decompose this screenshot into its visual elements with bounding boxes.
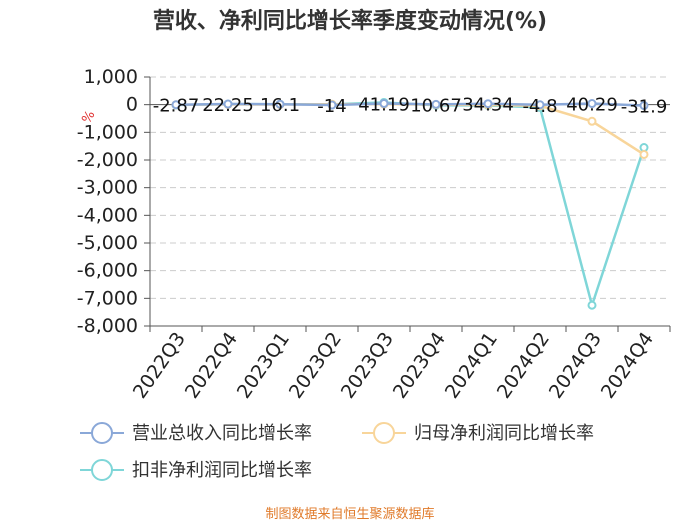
series-line bbox=[175, 101, 646, 310]
data-point bbox=[431, 99, 441, 109]
data-point bbox=[587, 116, 597, 126]
x-tick-label: 2024Q3 bbox=[545, 328, 606, 402]
y-tick-label: -3,000 bbox=[77, 177, 138, 199]
data-label: 40.29 bbox=[566, 95, 618, 116]
legend-swatch-marker bbox=[91, 459, 113, 481]
data-label: -4.8 bbox=[522, 96, 557, 117]
y-tick-label: -6,000 bbox=[77, 260, 138, 282]
legend-swatch-marker bbox=[373, 422, 395, 444]
legend-swatch-marker bbox=[91, 422, 113, 444]
legend-label: 扣非净利润同比增长率 bbox=[132, 460, 312, 481]
series-line bbox=[175, 102, 645, 107]
y-tick-label: 0 bbox=[126, 94, 138, 116]
series-lines bbox=[171, 97, 649, 310]
data-label: 10.67 bbox=[410, 95, 462, 116]
data-point bbox=[639, 149, 649, 159]
y-tick-label: -1,000 bbox=[77, 121, 138, 143]
legend-item: 归母净利润同比增长率 bbox=[362, 422, 594, 444]
y-tick-label: 1,000 bbox=[84, 66, 138, 88]
x-tick-label: 2024Q2 bbox=[493, 328, 554, 402]
data-point bbox=[535, 100, 545, 110]
data-label: 16.1 bbox=[260, 95, 300, 116]
legend-item: 营业总收入同比增长率 bbox=[80, 422, 312, 444]
legend-label: 归母净利润同比增长率 bbox=[414, 423, 594, 444]
data-labels: -2.87 22.25 16.1 -14 41.19 10.67 34.34 -4.8 40.2… bbox=[153, 95, 668, 118]
x-tick-label: 2024Q1 bbox=[441, 328, 502, 402]
x-tick-label: 2024Q4 bbox=[597, 328, 658, 402]
y-tick-label: -2,000 bbox=[77, 149, 138, 171]
x-tick-label: 2022Q3 bbox=[129, 328, 190, 402]
series-2 bbox=[171, 97, 649, 310]
data-point bbox=[171, 100, 181, 110]
x-tick-label: 2023Q2 bbox=[285, 328, 346, 402]
y-tick-label: -5,000 bbox=[77, 232, 138, 254]
legend-label: 营业总收入同比增长率 bbox=[132, 423, 312, 444]
y-tick-label: -8,000 bbox=[77, 315, 138, 337]
series-0 bbox=[171, 99, 649, 111]
y-tick-label: -7,000 bbox=[77, 287, 138, 309]
data-label: -31.9 bbox=[621, 97, 668, 118]
data-point bbox=[327, 100, 337, 110]
data-point bbox=[275, 99, 285, 109]
legend-item: 扣非净利润同比增长率 bbox=[80, 459, 312, 481]
data-label: 22.25 bbox=[202, 95, 254, 116]
data-point bbox=[639, 101, 649, 111]
x-tick-label: 2023Q3 bbox=[337, 328, 398, 402]
x-tick-label: 2022Q4 bbox=[181, 328, 242, 402]
data-point bbox=[223, 99, 233, 109]
data-label: -14 bbox=[317, 96, 346, 117]
data-label: 34.34 bbox=[462, 95, 514, 116]
x-tick-label: 2023Q4 bbox=[389, 328, 450, 402]
chart-title: 营收、净利同比增长率季度变动情况(%) bbox=[153, 8, 547, 34]
data-point bbox=[483, 99, 493, 109]
data-point bbox=[379, 99, 389, 109]
y-tick-label: -4,000 bbox=[77, 204, 138, 226]
x-tick-label: 2023Q1 bbox=[233, 328, 294, 402]
data-label: 41.19 bbox=[358, 95, 410, 116]
data-point bbox=[587, 99, 597, 109]
source-note: 制图数据来自恒生聚源数据库 bbox=[265, 506, 434, 522]
data-label: -2.87 bbox=[153, 96, 200, 117]
data-point bbox=[587, 300, 597, 310]
